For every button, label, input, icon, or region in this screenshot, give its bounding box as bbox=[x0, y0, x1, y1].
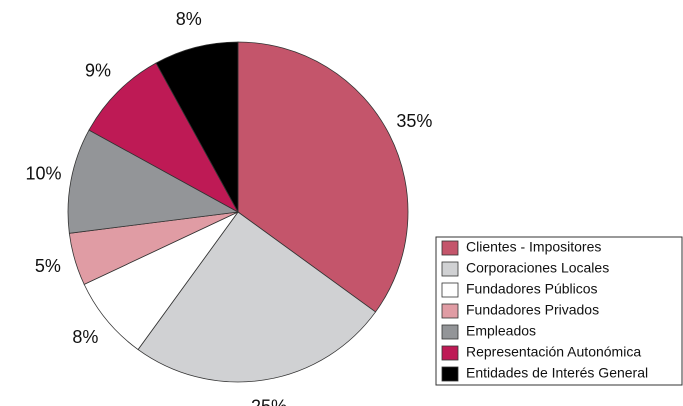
legend-swatch bbox=[441, 240, 459, 256]
pie-slice bbox=[155, 41, 239, 213]
legend-swatch bbox=[441, 303, 459, 319]
pie-slice bbox=[137, 211, 377, 383]
data-label: 8% bbox=[176, 9, 202, 29]
legend-label: Empleados bbox=[466, 323, 536, 339]
pie-slice bbox=[88, 62, 240, 214]
legend-box bbox=[435, 236, 683, 386]
legend-label: Corporaciones Locales bbox=[466, 260, 609, 276]
data-label: 35% bbox=[396, 111, 432, 131]
legend-swatch bbox=[441, 261, 459, 277]
data-label: 8% bbox=[72, 327, 98, 347]
legend-swatch bbox=[441, 324, 459, 340]
data-label: 25% bbox=[251, 396, 287, 406]
data-label: 10% bbox=[25, 164, 61, 184]
legend-label: Entidades de Interés General bbox=[466, 365, 648, 381]
legend-label: Clientes - Impositores bbox=[466, 239, 601, 255]
pie-slice bbox=[67, 129, 240, 234]
data-label: 9% bbox=[85, 61, 111, 81]
legend-label: Fundadores Públicos bbox=[466, 281, 598, 297]
legend-swatch bbox=[441, 345, 459, 361]
legend-label: Fundadores Privados bbox=[466, 302, 599, 318]
legend-label: Representación Autonómica bbox=[466, 344, 641, 360]
pie-slice bbox=[237, 41, 409, 313]
legend-swatch bbox=[441, 366, 459, 382]
legend-swatch bbox=[441, 282, 459, 298]
data-label: 5% bbox=[35, 256, 61, 276]
